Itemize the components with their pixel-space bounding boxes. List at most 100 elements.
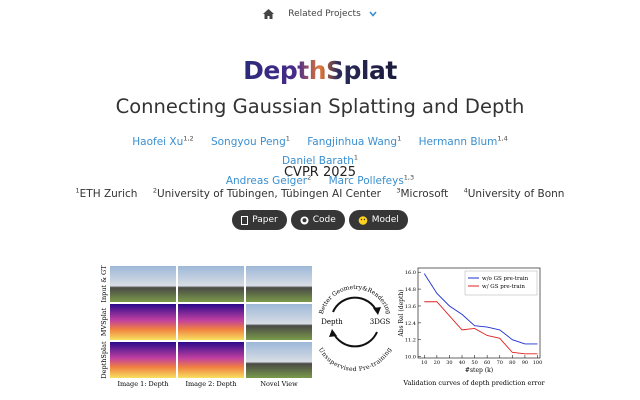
nav-item[interactable]: Related Projects [288, 9, 361, 19]
image-tile [110, 266, 176, 302]
y-tick-label: 13.6 [405, 304, 416, 310]
venue: CVPR 2025 [283, 165, 357, 180]
image-grid [110, 266, 312, 378]
diagram-label: Better Geometry&Rendering [318, 284, 392, 315]
author-aff: 1 [285, 134, 290, 142]
author-name: Marc Pollefeys [328, 174, 404, 187]
diagram-left: Depth [321, 318, 343, 326]
author-name: Fangjinhua Wang [307, 135, 398, 148]
x-axis-label: #step (k) [465, 367, 493, 374]
image-tile [246, 266, 312, 302]
button-label: Paper [252, 215, 278, 225]
image-tile [246, 304, 312, 340]
x-tick-label: 30 [446, 360, 452, 366]
navbar: Related Projects [0, 9, 640, 19]
image-tile [110, 342, 176, 378]
author-aff: 1,4 [497, 134, 508, 142]
author-aff: 1,3 [403, 173, 415, 181]
image-tile [178, 266, 244, 302]
author[interactable]: Haofei Xu1,2 [132, 134, 194, 148]
author-aff: 1 [353, 153, 359, 162]
y-tick-label: 11.2 [405, 338, 416, 344]
image-tile [178, 304, 244, 340]
diagram-bottom: Unsupervised Pre-training [317, 346, 393, 373]
legend-box [464, 270, 538, 296]
legend-label: w/ GS pre-train [482, 284, 525, 290]
column-label: Novel View [260, 380, 298, 388]
y-tick-label: 16.0 [405, 270, 416, 276]
x-tick-label: 90 [522, 360, 528, 366]
y-tick-label: 14.8 [405, 287, 416, 293]
y-axis-label: Abs Rel (depth) [398, 289, 405, 337]
diagram-label: Unsupervised Pre-training [317, 346, 393, 373]
author-aff: 1 [397, 134, 402, 142]
chevron-icon [369, 11, 377, 17]
author-aff: 2 [307, 173, 312, 181]
series-line [423, 273, 538, 345]
aff-name: University of Bonn [467, 187, 565, 200]
affiliation: 2University of Tübingen, Tübingen AI Cen… [152, 186, 381, 200]
legend-label: w/o GS pre-train [482, 276, 529, 282]
x-tick-label: 50 [471, 360, 477, 366]
arrowhead [329, 329, 337, 337]
author[interactable]: Fangjinhua Wang1 [307, 134, 402, 148]
arrow [332, 331, 378, 348]
author-name: Hermann Blum [418, 135, 498, 148]
aff-num: 3 [396, 186, 401, 194]
authors: Haofei Xu1,2 Songyou Peng1 Fangjinhua Wa… [110, 130, 530, 189]
aff-num: 1 [75, 186, 80, 194]
author-name: Songyou Peng [210, 135, 286, 148]
arrowhead [373, 307, 381, 315]
aff-num: 4 [463, 186, 468, 194]
x-tick-label: 100 [533, 360, 543, 366]
buttons: Paper Code Model [0, 210, 640, 230]
chart-caption: Validation curves of depth prediction er… [402, 379, 545, 387]
aff-name: Microsoft [400, 187, 449, 200]
row-label: Input & GT [100, 265, 108, 303]
home-icon[interactable] [263, 9, 275, 19]
author-name: Haofei Xu [132, 135, 184, 148]
x-tick-label: 40 [459, 360, 465, 366]
x-tick-label: 60 [484, 360, 490, 366]
code-button[interactable]: Code [290, 210, 345, 230]
affiliation: 1ETH Zurich [75, 186, 138, 200]
author[interactable]: Marc Pollefeys1,3 [328, 173, 415, 187]
image-tile [178, 342, 244, 378]
line-chart: 10.0 11.2 12.4 13.6 14.8 16.0 10 20 30 40 50 60 70 80… [398, 267, 546, 387]
affiliations: 1ETH Zurich 2University of Tübingen, Tüb… [0, 186, 640, 200]
affiliation: 4University of Bonn [463, 186, 565, 200]
column-label: Image 1: Depth [117, 380, 168, 388]
arrow [332, 296, 378, 313]
author-name: Andreas Geiger [225, 174, 308, 187]
paper-button[interactable]: Paper [232, 210, 287, 230]
author[interactable]: Songyou Peng1 [210, 134, 290, 148]
row-label: MVSplat [100, 307, 108, 336]
title: Connecting Gaussian Splatting and Depth [115, 95, 525, 118]
logo-text: DepthSplat [243, 56, 397, 85]
author-name: Daniel Barath [281, 155, 354, 167]
aff-num: 2 [152, 186, 157, 194]
diagram-right: 3DGS [370, 318, 391, 326]
image-tile [246, 342, 312, 378]
author-aff: 1,2 [183, 134, 194, 142]
author[interactable]: Hermann Blum1,4 [418, 134, 508, 148]
aff-name: ETH Zurich [79, 187, 138, 200]
column-label: Image 2: Depth [185, 380, 236, 388]
series-line [424, 301, 538, 355]
x-tick-label: 20 [434, 360, 440, 366]
button-label: Model [371, 215, 399, 225]
author[interactable]: Andreas Geiger2 [225, 173, 312, 187]
row-label: DepthSplat [100, 341, 108, 379]
x-tick-label: 70 [497, 360, 503, 366]
logo: DepthSplat [0, 56, 640, 85]
github-icon [300, 216, 309, 224]
model-button[interactable]: Model [348, 210, 408, 230]
pdf-icon [241, 215, 249, 225]
x-tick-label: 10 [421, 360, 427, 366]
plot-frame [417, 267, 541, 359]
author[interactable]: Daniel Barath1 [281, 153, 359, 168]
y-tick-label: 12.4 [405, 321, 416, 327]
aff-name: University of Tübingen, Tübingen AI Cent… [156, 187, 381, 200]
